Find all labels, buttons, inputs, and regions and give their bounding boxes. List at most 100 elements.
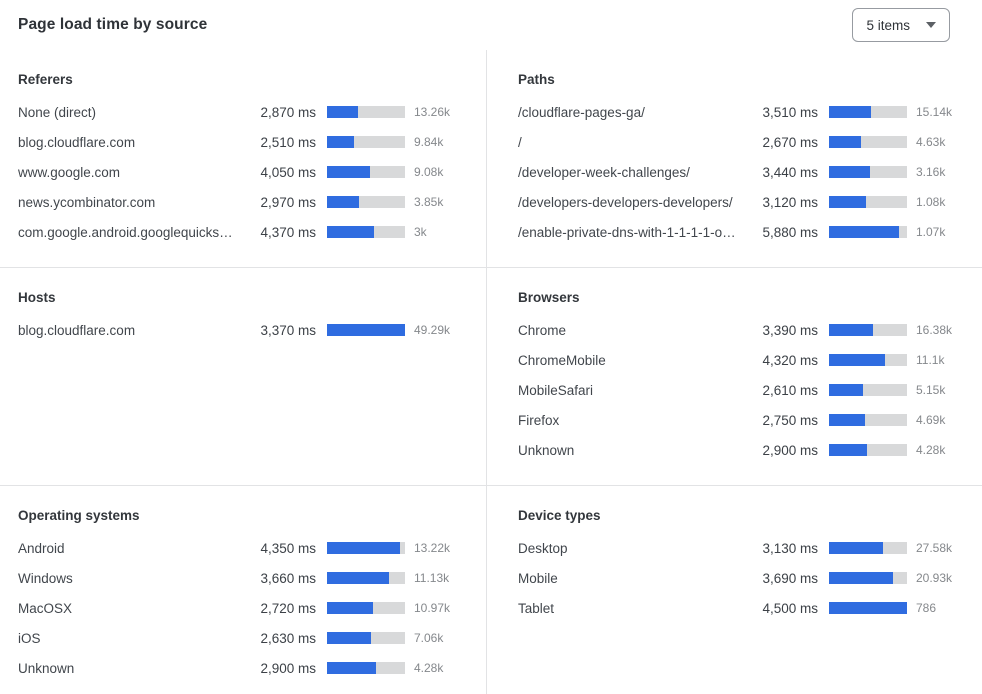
row-label: ChromeMobile (518, 352, 606, 368)
row-count: 1.08k (916, 195, 946, 209)
row-bar (829, 384, 907, 396)
row-value-ms: 2,610 ms (762, 382, 818, 398)
row-count: 4.28k (414, 661, 444, 675)
row-bar (327, 602, 405, 614)
row-bar-fill (829, 196, 867, 208)
chart-row: /developer-week-challenges/3,440 ms 3.16k (518, 157, 968, 187)
chart-row: com.google.android.googlequicksearc… 4,37… (18, 217, 466, 247)
row-bar-fill (829, 384, 863, 396)
row-bar (829, 354, 907, 366)
row-label: Mobile (518, 570, 558, 586)
row-bar (327, 136, 405, 148)
row-label: /developer-week-challenges/ (518, 164, 690, 180)
row-bar-fill (327, 572, 389, 584)
row-label: /cloudflare-pages-ga/ (518, 104, 645, 120)
chart-row: Chrome 3,390 ms 16.38k (518, 315, 968, 345)
panel-title: Device types (518, 508, 601, 523)
chart-row: news.ycombinator.com 2,970 ms 3.85k (18, 187, 466, 217)
row-bar-fill (327, 106, 358, 118)
row-value-ms: 2,970 ms (260, 194, 316, 210)
items-count-label: 5 items (866, 17, 910, 33)
row-label: com.google.android.googlequicksearc… (18, 224, 234, 240)
row-count: 9.84k (414, 135, 444, 149)
chart-row: iOS 2,630 ms 7.06k (18, 623, 466, 653)
row-bar (829, 602, 907, 614)
row-bar (829, 572, 907, 584)
panel-operating-systems: Operating systems Android 4,350 ms 13.22k W… (0, 485, 486, 694)
row-value-ms: 4,050 ms (260, 164, 316, 180)
row-bar-fill (327, 324, 405, 336)
row-bar-fill (829, 542, 884, 554)
panel-browsers: Browsers Chrome 3,390 ms 16.38k ChromeMobil… (486, 267, 982, 485)
row-value-ms: 4,350 ms (260, 540, 316, 556)
row-value-ms: 3,440 ms (762, 164, 818, 180)
row-count: 10.97k (414, 601, 451, 615)
row-label: Unknown (518, 442, 575, 458)
row-bar (829, 542, 907, 554)
row-bar-fill (829, 444, 867, 456)
row-label: / (518, 134, 522, 150)
panel-device-types: Device types Desktop 3,130 ms 27.58k Mobile… (486, 485, 982, 694)
row-count: 49.29k (414, 323, 451, 337)
row-label: Desktop (518, 540, 568, 556)
panel-rows: None (direct) 2,870 ms 13.26k blog.cloudfla… (18, 97, 466, 247)
row-count: 5.15k (916, 383, 946, 397)
row-bar (327, 662, 405, 674)
row-value-ms: 4,500 ms (762, 600, 818, 616)
row-count: 13.22k (414, 541, 451, 555)
row-bar-fill (829, 106, 871, 118)
panel-rows: blog.cloudflare.com 3,370 ms 49.29k (18, 315, 466, 345)
panel-title: Referers (18, 72, 73, 87)
row-value-ms: 2,670 ms (762, 134, 818, 150)
row-count: 3.16k (916, 165, 946, 179)
row-count: 11.13k (414, 571, 450, 585)
row-value-ms: 5,880 ms (762, 224, 818, 240)
row-label: Firefox (518, 412, 560, 428)
row-bar-fill (829, 226, 900, 238)
row-count: 11.1k (916, 353, 945, 367)
row-label: blog.cloudflare.com (18, 322, 136, 338)
row-bar (327, 542, 405, 554)
row-bar-fill (829, 602, 907, 614)
chart-row: Tablet 4,500 ms 786 (518, 593, 968, 623)
row-value-ms: 2,510 ms (260, 134, 316, 150)
row-value-ms: 2,720 ms (260, 600, 316, 616)
row-bar (327, 106, 405, 118)
row-count: 4.28k (916, 443, 946, 457)
chart-row: Desktop 3,130 ms 27.58k (518, 533, 968, 563)
panel-title: Paths (518, 72, 555, 87)
row-label: Tablet (518, 600, 555, 616)
chevron-down-icon (926, 22, 936, 28)
row-label: Android (18, 540, 65, 556)
chart-row: Firefox 2,750 ms 4.69k (518, 405, 968, 435)
row-bar (327, 196, 405, 208)
chart-row: blog.cloudflare.com 2,510 ms 9.84k (18, 127, 466, 157)
chart-row: /cloudflare-pages-ga/3,510 ms 15.14k (518, 97, 968, 127)
row-label: news.ycombinator.com (18, 194, 156, 210)
row-bar (327, 324, 405, 336)
row-label: /developers-developers-developers/ (518, 194, 733, 210)
row-value-ms: 3,370 ms (260, 322, 316, 338)
row-bar (829, 136, 907, 148)
row-bar-fill (829, 572, 893, 584)
row-bar-fill (829, 166, 871, 178)
row-label: None (direct) (18, 104, 97, 120)
panel-rows: Android 4,350 ms 13.22k Windows 3,660 ms 11.1… (18, 533, 466, 683)
panel-rows: Desktop 3,130 ms 27.58k Mobile 3,690 ms 20.93… (518, 533, 968, 623)
chart-row: /enable-private-dns-with-1-1-1-1-on-… 5,8… (518, 217, 968, 247)
row-bar-fill (327, 166, 371, 178)
row-bar-fill (829, 324, 874, 336)
items-count-select[interactable]: 5 items (852, 8, 950, 42)
row-value-ms: 2,900 ms (762, 442, 818, 458)
row-label: Unknown (18, 660, 75, 676)
row-value-ms: 2,750 ms (762, 412, 818, 428)
widget-header: Page load time by source 5 items (0, 0, 982, 50)
row-label: Windows (18, 570, 73, 586)
row-count: 1.07k (916, 225, 946, 239)
row-value-ms: 2,900 ms (260, 660, 316, 676)
row-bar (829, 414, 907, 426)
row-label: www.google.com (18, 164, 121, 180)
row-bar-fill (327, 602, 373, 614)
row-bar-fill (327, 136, 354, 148)
row-count: 4.63k (916, 135, 946, 149)
